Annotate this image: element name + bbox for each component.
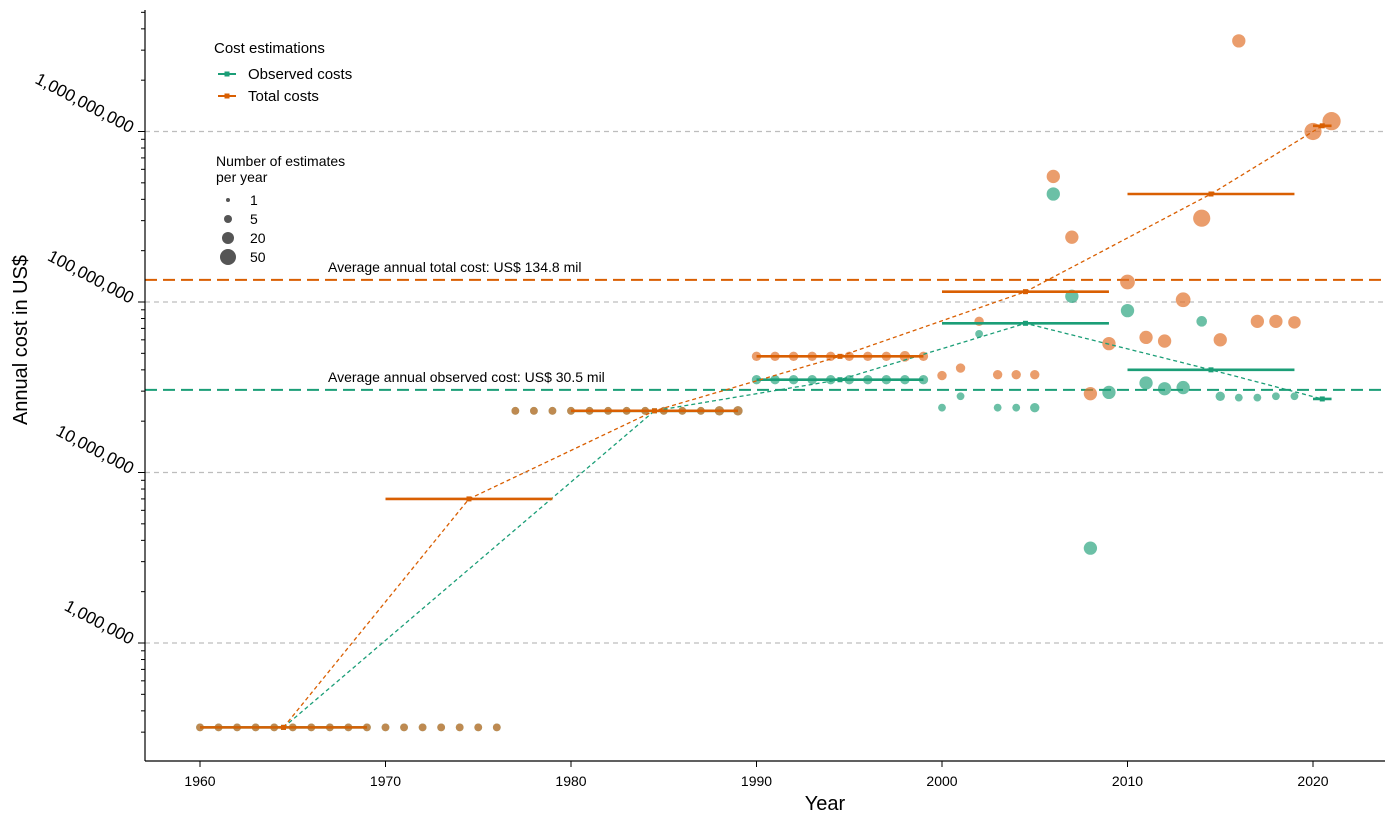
data-point (1288, 316, 1301, 329)
data-point (418, 723, 427, 732)
size-legend-label: 50 (250, 249, 266, 265)
data-point (1322, 112, 1341, 131)
data-point (400, 723, 408, 732)
size-legend-label: 1 (250, 192, 258, 208)
data-point (455, 723, 464, 732)
data-point (1253, 393, 1262, 402)
data-point (1269, 314, 1283, 329)
trend-line (283, 322, 1323, 728)
data-point (1012, 403, 1021, 412)
data-points (196, 34, 1341, 732)
data-point (492, 723, 501, 732)
data-point (1290, 392, 1299, 401)
data-point (1120, 303, 1135, 318)
data-point (938, 403, 946, 412)
x-tick-label: 1990 (741, 773, 772, 789)
grid-lines (145, 130, 1385, 644)
data-point (1065, 230, 1079, 244)
data-point (381, 723, 390, 732)
legend-entry-label: Total costs (248, 88, 319, 105)
reference-line-label: Average annual total cost: US$ 134.8 mil (328, 259, 581, 275)
data-point (1083, 387, 1098, 401)
data-point (1175, 292, 1191, 308)
data-point (1176, 380, 1190, 395)
data-point (1232, 34, 1246, 48)
period-mean-marker (1319, 396, 1325, 402)
y-axis-title: Annual cost in US$ (10, 255, 32, 425)
size-legend-label: 5 (250, 211, 258, 227)
data-point (1234, 393, 1243, 402)
data-point (1250, 314, 1265, 329)
y-tick-label: 1,000,000 (61, 596, 137, 648)
period-mean-marker (1319, 123, 1325, 129)
data-point (530, 406, 538, 415)
data-point (993, 403, 1002, 412)
data-point (937, 370, 947, 381)
data-point (1196, 316, 1207, 327)
y-tick-label: 10,000,000 (53, 421, 137, 478)
trend-lines (200, 123, 1332, 730)
data-point (474, 723, 483, 732)
data-point (956, 392, 965, 401)
data-point (1065, 289, 1079, 303)
legend-marker (224, 93, 230, 99)
legend-title: Cost estimations (214, 40, 325, 57)
data-point (1215, 391, 1225, 401)
size-legend-circle (220, 249, 236, 265)
x-tick-label: 1980 (555, 773, 586, 789)
legend: Cost estimations Observed costs Total cost… (214, 40, 352, 265)
size-legend-circle (222, 232, 234, 244)
period-mean-marker (837, 353, 843, 359)
data-point (548, 406, 557, 415)
size-legend-circle (226, 198, 230, 202)
size-legend-title: per year (216, 169, 268, 185)
size-legend-label: 20 (250, 230, 266, 246)
data-point (992, 369, 1003, 380)
y-tick-label: 1,000,000,000 (32, 69, 137, 137)
size-legend-title: Number of estimates (216, 153, 345, 169)
trend-line (282, 125, 1323, 728)
legend-marker (224, 71, 230, 77)
data-point (1157, 334, 1172, 348)
x-tick-label: 2020 (1297, 773, 1328, 789)
data-point (975, 329, 983, 338)
x-tick-label: 2000 (926, 773, 957, 789)
data-point (1139, 376, 1153, 390)
x-tick-label: 2010 (1112, 773, 1143, 789)
data-point (511, 406, 520, 415)
reference-lines: Average annual total cost: US$ 134.8 mil… (145, 259, 1385, 391)
legend-entry-label: Observed costs (248, 66, 352, 83)
data-point (955, 363, 966, 373)
data-point (1120, 274, 1135, 290)
data-point (437, 723, 446, 732)
data-point (1083, 541, 1098, 555)
data-point (1046, 187, 1060, 201)
x-axis-title: Year (805, 793, 846, 814)
data-point (1139, 330, 1153, 345)
data-point (1102, 385, 1116, 400)
y-tick-label: 100,000,000 (45, 246, 137, 307)
x-tick-label: 1970 (370, 773, 401, 789)
data-point (1046, 169, 1060, 184)
data-point (1030, 402, 1040, 413)
size-legend-circle (224, 215, 232, 223)
reference-line-label: Average annual observed cost: US$ 30.5 m… (328, 369, 605, 385)
data-point (1213, 333, 1227, 347)
data-point (1030, 369, 1040, 380)
x-tick-label: 1960 (184, 773, 215, 789)
data-point (1157, 382, 1172, 396)
data-point (1272, 392, 1280, 401)
axes: 1,000,000 10,000,000 100,000,000 1,000,000,… (32, 10, 1385, 789)
data-point (1193, 209, 1211, 227)
data-point (974, 316, 984, 327)
data-point (1011, 369, 1021, 380)
